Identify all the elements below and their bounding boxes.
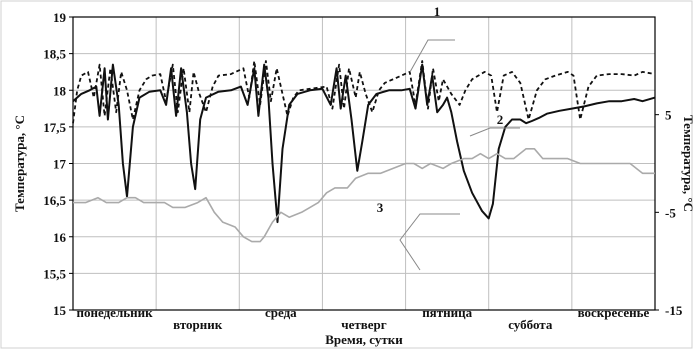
callout-leader-2 — [469, 127, 520, 137]
day-label-3: четверг — [341, 317, 387, 332]
y-left-tick-label: 18,5 — [43, 47, 66, 62]
day-label-2: среда — [265, 305, 297, 320]
day-label-4: пятница — [422, 305, 472, 320]
day-label-0: понедельник — [77, 305, 154, 320]
day-label-5: суббота — [508, 317, 553, 332]
y-left-tick-label: 17 — [53, 157, 67, 172]
series-3-line — [73, 148, 655, 243]
y-left-tick-label: 16 — [53, 230, 67, 245]
y-left-tick-label: 16,5 — [43, 193, 66, 208]
callout-leader-1 — [409, 39, 455, 73]
y-left-axis-title: Температура, °C — [12, 115, 27, 212]
y-left-tick-label: 18 — [53, 83, 67, 98]
y-right-tick-label: -5 — [665, 205, 676, 220]
day-label-1: вторник — [173, 317, 223, 332]
y-left-tick-label: 19 — [53, 10, 67, 25]
y-left-tick-label: 17,5 — [43, 120, 66, 135]
callout-leader-3 — [399, 213, 460, 271]
y-right-tick-label: 5 — [665, 108, 672, 123]
x-axis-title: Время, сутки — [325, 332, 403, 347]
callout-label-3: 3 — [377, 200, 384, 215]
callout-label-2: 2 — [497, 112, 504, 127]
y-left-tick-label: 15,5 — [43, 266, 66, 281]
y-right-axis-title: Температура, °C — [681, 115, 693, 212]
callout-label-1: 1 — [434, 4, 441, 19]
series-2-line — [72, 63, 656, 224]
y-right-tick-label: -15 — [665, 303, 683, 318]
series-1-line — [72, 60, 656, 124]
day-label-6: воскресенье — [578, 305, 650, 320]
y-left-tick-label: 15 — [53, 303, 67, 318]
